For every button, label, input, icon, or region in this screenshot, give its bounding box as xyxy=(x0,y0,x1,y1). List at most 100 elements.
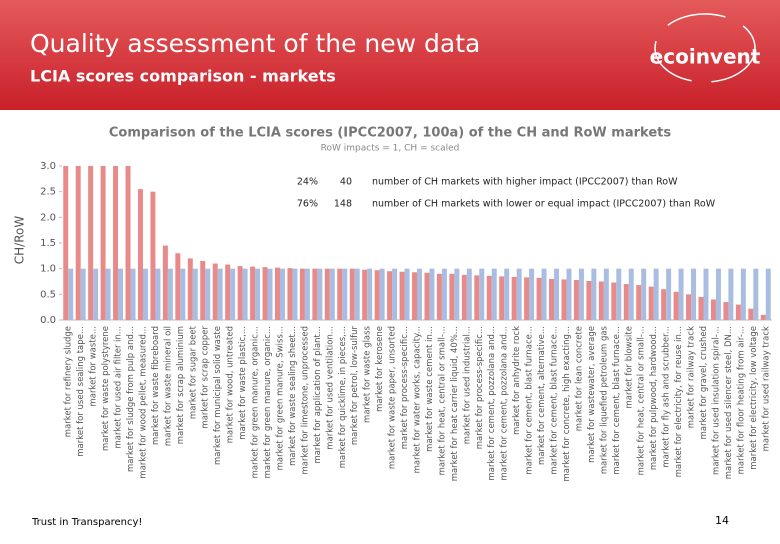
bar xyxy=(636,285,642,320)
bar xyxy=(748,308,754,320)
x-tick-label: market for cement, alternative... xyxy=(537,326,547,465)
y-tick-label: 1.5 xyxy=(40,238,56,249)
x-tick-label: market for fly ash and scrubber... xyxy=(662,326,672,468)
x-tick-label: market for waste plastic,... xyxy=(238,326,248,440)
y-tick-label: 3.0 xyxy=(40,161,56,172)
bar xyxy=(230,268,236,320)
logo-ring xyxy=(654,13,756,83)
bar xyxy=(466,268,472,320)
x-tick-label: market for waste mineral oil xyxy=(163,326,173,446)
bar xyxy=(225,264,231,320)
bar xyxy=(673,291,679,320)
bar xyxy=(317,268,323,320)
x-tick-label: market for used railway track xyxy=(761,326,771,451)
x-tick-label: market for used sealing tape... xyxy=(76,326,86,457)
bar xyxy=(200,260,206,320)
table-cell: number of CH markets with higher impact … xyxy=(372,177,678,188)
slide-title: Quality assessment of the new data xyxy=(30,29,480,58)
bar xyxy=(275,267,280,320)
x-tick-label: market for waste sealing sheet... xyxy=(288,326,298,466)
bar xyxy=(192,268,198,320)
footer-tagline: Trust in Transparency! xyxy=(31,517,142,528)
x-tick-label: market for lean concrete xyxy=(574,326,584,431)
x-tick-label: market for sludge from pulp and... xyxy=(126,326,136,472)
bar xyxy=(454,268,460,320)
bar xyxy=(561,279,567,320)
bar xyxy=(279,268,285,320)
table-cell: number of CH markets with lower or equal… xyxy=(372,199,716,210)
bar xyxy=(337,268,343,320)
bar xyxy=(68,268,74,320)
bar xyxy=(598,281,604,320)
x-tick-label: market for gravel, crushed xyxy=(699,326,709,439)
bar xyxy=(436,273,442,320)
bar xyxy=(429,268,435,320)
bar xyxy=(524,277,530,320)
bar xyxy=(187,258,193,320)
bar xyxy=(374,270,380,320)
x-tick-label: market for green manure, organic... xyxy=(251,326,261,478)
bar xyxy=(449,273,455,320)
bar xyxy=(499,276,505,320)
x-tick-label: market for used air filter in... xyxy=(114,326,124,449)
bar xyxy=(312,268,318,320)
bar xyxy=(367,268,373,320)
bar xyxy=(205,268,211,320)
bar xyxy=(541,268,547,320)
bar xyxy=(586,280,592,320)
bar xyxy=(710,299,716,320)
bar xyxy=(529,268,535,320)
x-tick-label: market for municipal solid waste xyxy=(213,326,223,465)
x-tick-label: market for process-specific... xyxy=(475,326,485,449)
page-number: 14 xyxy=(715,514,729,527)
bar xyxy=(417,268,422,320)
bar xyxy=(392,268,398,320)
bar xyxy=(516,268,522,320)
x-tick-label: market for used industrial... xyxy=(462,326,472,444)
bar xyxy=(354,268,360,320)
bar xyxy=(212,263,218,320)
x-tick-label: market for scrap copper xyxy=(201,326,211,429)
bar xyxy=(661,289,667,320)
x-tick-label: market for railway track xyxy=(687,326,697,428)
x-tick-label: market for green manure, Swiss... xyxy=(275,326,285,470)
x-tick-label: market for green manure, organic... xyxy=(263,326,273,478)
bar xyxy=(142,268,148,320)
x-tick-label: market for cement, blast furnace... xyxy=(612,326,622,475)
bar xyxy=(88,166,94,320)
x-tick-label: market for cement, pozzolana and... xyxy=(500,326,510,480)
bar xyxy=(474,275,480,320)
bar xyxy=(628,268,634,320)
bar xyxy=(362,269,368,320)
bar xyxy=(287,268,293,320)
bar xyxy=(686,294,692,320)
bar xyxy=(237,266,243,320)
x-tick-label: market for wood pellet, measured... xyxy=(138,326,148,479)
x-tick-label: market for waste... xyxy=(89,326,99,407)
bar xyxy=(461,274,467,320)
bar xyxy=(698,296,704,320)
x-tick-label: market for cement, pozzolana and... xyxy=(487,326,497,480)
bar xyxy=(113,166,119,320)
bar xyxy=(329,268,335,320)
x-tick-label: market for heat carrier liquid, 40%... xyxy=(450,326,460,481)
bar xyxy=(399,271,405,320)
x-tick-label: market for pulpwood, hardwood... xyxy=(649,326,659,470)
bar xyxy=(578,268,584,320)
bar xyxy=(299,268,305,320)
bar xyxy=(262,267,268,320)
x-tick-label: market for waste glass xyxy=(363,325,373,423)
bar xyxy=(175,253,181,320)
x-tick-label: market for scrap aluminium xyxy=(176,326,186,444)
x-tick-label: market for limestone, unprocessed xyxy=(300,326,310,475)
bar xyxy=(242,268,248,320)
bar xyxy=(603,268,609,320)
x-tick-label: market for sugar beet xyxy=(188,325,198,419)
bar xyxy=(591,268,597,320)
bar xyxy=(379,268,385,320)
bar xyxy=(324,268,330,320)
x-tick-label: market for cement, blast furnace... xyxy=(525,326,535,475)
bar xyxy=(611,282,617,320)
bar xyxy=(267,268,273,320)
x-tick-label: market for waste cement in... xyxy=(425,326,435,452)
